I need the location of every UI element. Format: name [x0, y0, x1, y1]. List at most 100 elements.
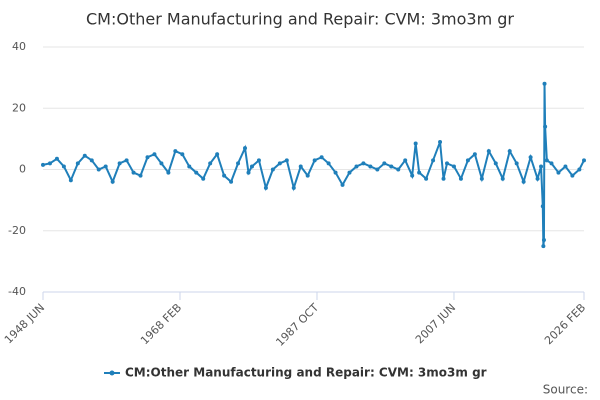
- point: [445, 161, 450, 166]
- point: [514, 161, 519, 166]
- point: [347, 170, 352, 175]
- point: [382, 161, 387, 166]
- point: [194, 170, 199, 175]
- point: [96, 167, 101, 172]
- point: [270, 167, 275, 172]
- point: [229, 179, 234, 184]
- point: [479, 176, 484, 181]
- point: [333, 170, 338, 175]
- point: [103, 164, 108, 169]
- point: [563, 164, 568, 169]
- point: [544, 158, 549, 163]
- point: [110, 179, 115, 184]
- point: [246, 170, 251, 175]
- y-tick-label: -40: [8, 285, 26, 298]
- point: [541, 244, 546, 249]
- point: [159, 161, 164, 166]
- point: [458, 176, 463, 181]
- point: [117, 161, 122, 166]
- point: [61, 164, 66, 169]
- point: [166, 170, 171, 175]
- point: [413, 141, 418, 146]
- point: [451, 164, 456, 169]
- point: [465, 158, 470, 163]
- legend-label: CM:Other Manufacturing and Repair: CVM: …: [125, 366, 487, 380]
- point: [256, 158, 261, 163]
- point: [403, 158, 408, 163]
- point: [277, 161, 282, 166]
- point: [145, 155, 150, 160]
- point: [389, 164, 394, 169]
- point: [507, 149, 512, 154]
- point: [326, 161, 331, 166]
- x-tick-label: 1987 OCT: [273, 301, 321, 349]
- point: [542, 81, 547, 86]
- point: [138, 173, 143, 178]
- y-tick-label: 20: [12, 101, 26, 114]
- point: [541, 237, 546, 242]
- series-line: [42, 83, 585, 247]
- legend-marker: [109, 370, 115, 376]
- point: [540, 204, 545, 209]
- y-tick-label: 40: [12, 40, 26, 53]
- point: [68, 178, 73, 183]
- point: [535, 176, 540, 181]
- point: [284, 158, 289, 163]
- point: [424, 176, 429, 181]
- point: [312, 158, 317, 163]
- source: Source:: [543, 383, 588, 397]
- point: [222, 173, 227, 178]
- point: [340, 182, 345, 187]
- point: [187, 164, 192, 169]
- point: [441, 176, 446, 181]
- x-tick-label: 1948 JUN: [2, 301, 47, 346]
- point: [201, 176, 206, 181]
- point: [41, 162, 45, 167]
- point: [243, 146, 248, 151]
- point: [173, 149, 178, 154]
- chart-title: CM:Other Manufacturing and Repair: CVM: …: [86, 10, 514, 29]
- x-tick-label: 2007 JUN: [413, 301, 458, 346]
- point: [354, 164, 359, 169]
- point: [361, 161, 366, 166]
- point: [549, 161, 554, 166]
- point: [54, 156, 59, 161]
- point: [472, 152, 477, 157]
- point: [570, 173, 575, 178]
- y-tick-label: 0: [19, 163, 26, 176]
- point: [375, 167, 380, 172]
- point: [82, 153, 87, 158]
- point: [521, 179, 526, 184]
- point: [396, 167, 401, 172]
- point: [263, 185, 268, 190]
- point: [543, 124, 548, 129]
- point: [410, 173, 415, 178]
- point: [298, 164, 303, 169]
- point: [291, 185, 296, 190]
- point: [486, 149, 491, 154]
- point: [319, 155, 324, 160]
- point: [131, 170, 136, 175]
- x-tick-label: 2026 FEB: [542, 301, 588, 347]
- point: [528, 155, 533, 160]
- point: [89, 158, 94, 163]
- point: [582, 158, 586, 163]
- point: [152, 152, 157, 157]
- point: [493, 161, 498, 166]
- point: [124, 158, 129, 163]
- point: [438, 139, 443, 144]
- point: [539, 164, 544, 169]
- y-tick-label: -20: [8, 224, 26, 237]
- point: [368, 164, 373, 169]
- point: [236, 161, 241, 166]
- point: [47, 161, 52, 166]
- point: [180, 152, 185, 157]
- x-tick-label: 1968 FEB: [138, 301, 184, 347]
- point: [305, 173, 310, 178]
- point: [249, 164, 254, 169]
- point: [417, 170, 422, 175]
- point: [577, 167, 582, 172]
- point: [215, 152, 220, 157]
- point: [556, 170, 561, 175]
